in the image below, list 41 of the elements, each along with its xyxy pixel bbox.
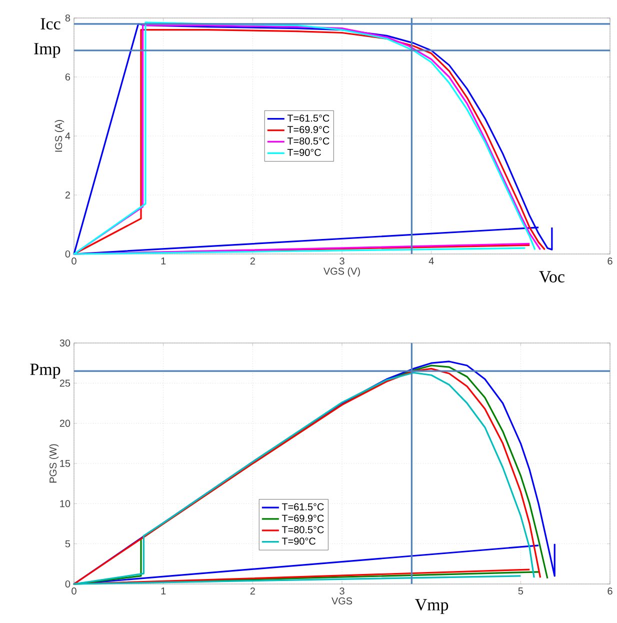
x-tick-label: 6 bbox=[608, 588, 612, 595]
x-tick-label: 6 bbox=[608, 258, 612, 265]
x-tick-label: 5 bbox=[518, 588, 524, 594]
x-tick-label: 1 bbox=[161, 588, 166, 594]
legend-label: T=61.5°C bbox=[282, 503, 324, 510]
ref-line-label: Pmp bbox=[30, 364, 60, 378]
legend-label: T=80.5°C bbox=[282, 526, 324, 534]
y-tick-label: 0 bbox=[65, 250, 70, 258]
annotation: Voc bbox=[539, 271, 564, 283]
ref-line-label: Icc bbox=[40, 18, 60, 30]
y-tick-label: 2 bbox=[65, 192, 70, 198]
ref-line-label: Vmp bbox=[415, 599, 448, 614]
y-tick-label: 10 bbox=[60, 500, 70, 508]
x-tick-label: 4 bbox=[428, 258, 434, 264]
x-axis-title: VGS (V) bbox=[324, 267, 360, 277]
y-tick-label: 6 bbox=[65, 73, 70, 81]
y-tick-label: 25 bbox=[60, 380, 70, 387]
legend-label: T=90°C bbox=[282, 538, 316, 545]
legend-label: T=69.9°C bbox=[287, 126, 330, 134]
x-tick-label: 3 bbox=[340, 258, 344, 265]
x-tick-label: 1 bbox=[161, 258, 166, 264]
y-tick-label: 15 bbox=[60, 460, 70, 467]
y-tick-label: 30 bbox=[60, 339, 70, 347]
x-tick-label: 0 bbox=[72, 588, 76, 595]
legend-label: T=61.5°C bbox=[287, 114, 330, 122]
x-axis-title: VGS bbox=[332, 597, 352, 604]
legend-label: T=69.9°C bbox=[282, 514, 324, 522]
x-tick-label: 2 bbox=[250, 258, 255, 264]
y-tick-label: 4 bbox=[65, 132, 70, 140]
y-axis-title: IGS (A) bbox=[54, 120, 64, 152]
y-axis-title: PGS (W) bbox=[49, 444, 59, 483]
legend-label: T=90°C bbox=[287, 148, 321, 156]
y-tick-label: 5 bbox=[65, 540, 70, 548]
x-tick-label: 3 bbox=[340, 588, 344, 595]
x-tick-label: 0 bbox=[72, 258, 76, 265]
legend-label: T=80.5°C bbox=[287, 137, 330, 145]
x-tick-label: 2 bbox=[250, 588, 255, 594]
y-tick-label: 8 bbox=[65, 14, 70, 22]
y-tick-label: 20 bbox=[60, 420, 70, 427]
y-tick-label: 0 bbox=[65, 580, 70, 588]
ref-line-label: Imp bbox=[34, 43, 60, 58]
